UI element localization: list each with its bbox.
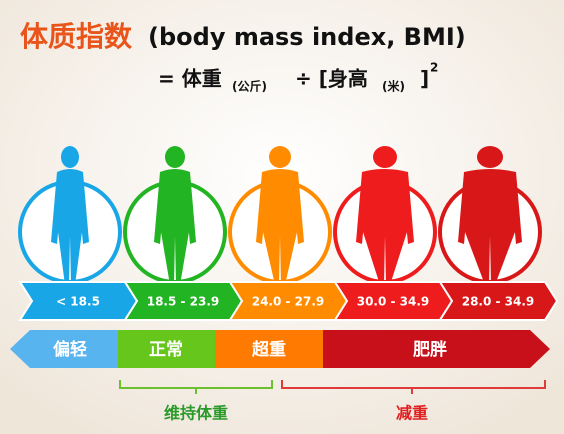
subtitle: (body mass index, BMI)	[148, 23, 466, 51]
range-label: 28.0 - 34.9	[462, 295, 535, 309]
figure-body	[154, 169, 196, 285]
figure-body	[458, 169, 522, 285]
figures: < 18.5 18.5 - 23.9 24.0 - 27.9 30.0 - 34.9 2…	[18, 146, 559, 321]
category-label: 肥胖	[413, 339, 447, 360]
formula-weight-unit: (公斤)	[232, 79, 267, 94]
category-label: 超重	[252, 339, 286, 360]
title: 体质指数	[20, 20, 133, 53]
range-label: < 18.5	[56, 295, 100, 309]
figure-head	[477, 146, 503, 168]
bracket-label: 减重	[396, 404, 428, 423]
figure-head	[165, 146, 185, 168]
category-label: 偏轻	[53, 339, 87, 360]
range-label: 30.0 - 34.9	[357, 295, 430, 309]
categories: 偏轻 正常 超重 肥胖	[10, 330, 550, 368]
category-band	[215, 330, 323, 368]
range-label: 18.5 - 23.9	[147, 295, 220, 309]
bracket-label: 维持体重	[164, 404, 228, 423]
figure-body	[356, 169, 414, 285]
category-band	[323, 330, 550, 368]
range-chevron	[438, 281, 559, 321]
formula-bracket: ]	[420, 67, 429, 91]
formula-weight: = 体重	[158, 67, 222, 91]
category-band	[10, 330, 118, 368]
figure-head	[269, 146, 291, 168]
figure-head	[61, 146, 79, 168]
figure-head	[373, 146, 397, 168]
brackets: 维持体重 减重	[119, 380, 546, 423]
formula-height: ÷ [身高	[295, 67, 368, 91]
bracket-line	[119, 380, 273, 394]
figure-body	[256, 169, 304, 285]
range-label: 24.0 - 27.9	[252, 295, 325, 309]
category-label: 正常	[149, 339, 183, 360]
category-band	[118, 330, 215, 368]
formula-power: 2	[430, 61, 438, 75]
formula-height-unit: (米)	[382, 79, 405, 94]
figure-body	[51, 169, 89, 285]
bracket-line	[281, 380, 546, 394]
